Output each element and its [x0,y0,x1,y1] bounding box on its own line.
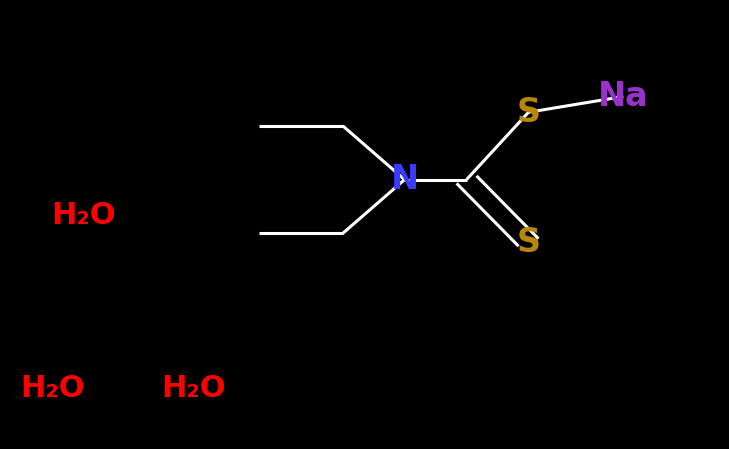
Text: H₂O: H₂O [52,201,116,230]
Text: N: N [391,163,418,196]
Text: Na: Na [598,80,649,113]
Text: H₂O: H₂O [161,374,225,403]
Text: S: S [517,96,540,129]
Text: H₂O: H₂O [20,374,85,403]
Text: S: S [517,226,540,259]
